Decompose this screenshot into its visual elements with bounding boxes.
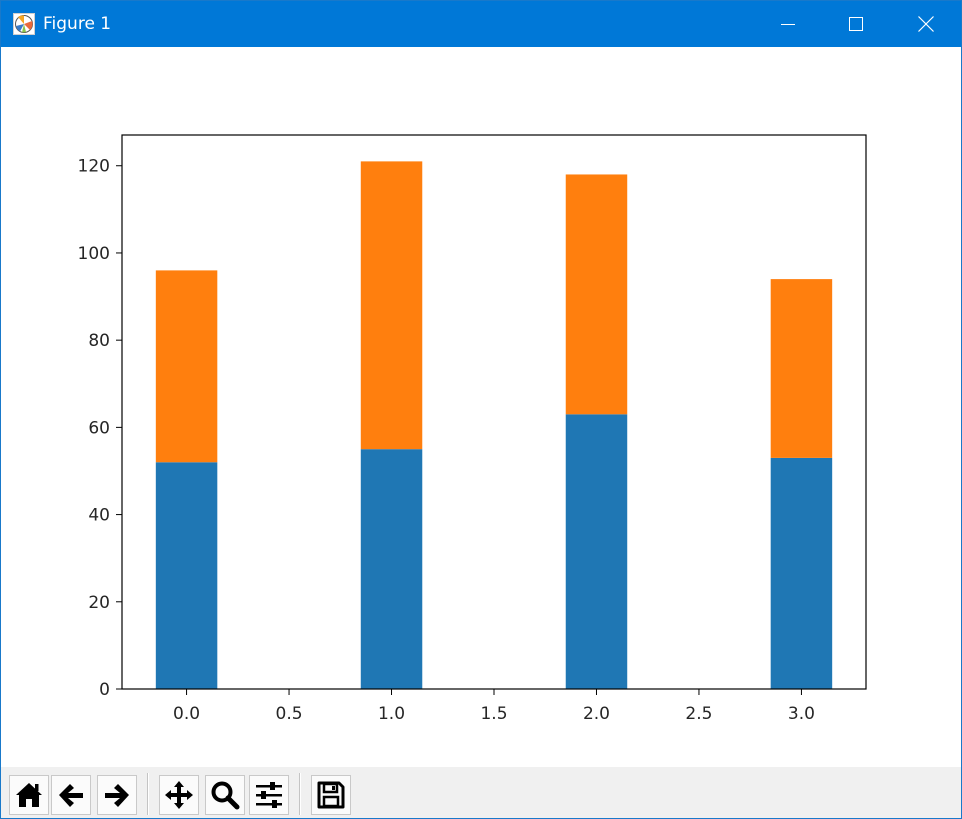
close-button[interactable] bbox=[903, 1, 949, 47]
bar-series2-x2 bbox=[565, 174, 628, 415]
move-icon bbox=[165, 781, 193, 809]
figure-canvas[interactable]: 0.0 0.5 1.0 1.5 2.0 2.5 3.0 0 20 40 60 80 100 120 bbox=[1, 47, 961, 767]
back-button[interactable] bbox=[51, 775, 91, 815]
toolbar-separator bbox=[147, 773, 149, 815]
floppy-disk-icon bbox=[317, 781, 345, 809]
bar-series1-x2 bbox=[565, 414, 628, 689]
x-tick-label: 1.0 bbox=[378, 704, 405, 724]
arrow-left-icon bbox=[59, 784, 83, 807]
bar-series2-x0 bbox=[155, 270, 218, 463]
configure-subplots-button[interactable] bbox=[249, 775, 289, 815]
window-title: Figure 1 bbox=[43, 14, 112, 34]
navigation-toolbar bbox=[1, 767, 961, 818]
y-tick-label: 0 bbox=[99, 680, 110, 700]
y-tick-label: 80 bbox=[88, 331, 110, 351]
matplotlib-figure-icon bbox=[13, 13, 35, 35]
bar-series2-x1 bbox=[360, 161, 423, 450]
magnifier-icon bbox=[211, 781, 240, 810]
x-tick-label: 0.0 bbox=[173, 704, 200, 724]
x-tick-label: 2.5 bbox=[685, 704, 712, 724]
maximize-button[interactable] bbox=[833, 1, 879, 47]
x-tick-label: 1.5 bbox=[480, 704, 507, 724]
home-button[interactable] bbox=[9, 775, 49, 815]
plot-frame bbox=[121, 134, 867, 690]
maximize-icon bbox=[849, 17, 863, 31]
y-tick-label: 40 bbox=[88, 506, 110, 526]
stacked-bar-chart: 0.0 0.5 1.0 1.5 2.0 2.5 3.0 0 20 40 60 80 100 120 bbox=[78, 134, 867, 724]
minimize-icon bbox=[781, 24, 795, 25]
arrow-right-icon bbox=[105, 784, 129, 807]
forward-button[interactable] bbox=[97, 775, 137, 815]
bar-series1-x1 bbox=[360, 449, 423, 689]
close-icon bbox=[918, 16, 934, 32]
title-bar[interactable]: Figure 1 bbox=[1, 1, 961, 47]
home-icon bbox=[16, 783, 42, 807]
x-tick-label: 2.0 bbox=[583, 704, 610, 724]
bar-series2-x3 bbox=[770, 279, 833, 458]
bar-series1-x3 bbox=[770, 457, 833, 689]
save-button[interactable] bbox=[311, 775, 351, 815]
y-tick-label: 100 bbox=[78, 244, 110, 264]
y-tick-label: 120 bbox=[78, 157, 110, 177]
y-tick-label: 60 bbox=[88, 418, 110, 438]
bar-series1-x0 bbox=[155, 462, 218, 689]
sliders-icon bbox=[256, 782, 282, 808]
x-tick-label: 0.5 bbox=[276, 704, 303, 724]
toolbar-separator bbox=[299, 773, 301, 815]
x-tick-label: 3.0 bbox=[788, 704, 815, 724]
minimize-button[interactable] bbox=[765, 1, 811, 47]
y-tick-label: 20 bbox=[88, 593, 110, 613]
pan-button[interactable] bbox=[159, 775, 199, 815]
zoom-button[interactable] bbox=[205, 775, 245, 815]
